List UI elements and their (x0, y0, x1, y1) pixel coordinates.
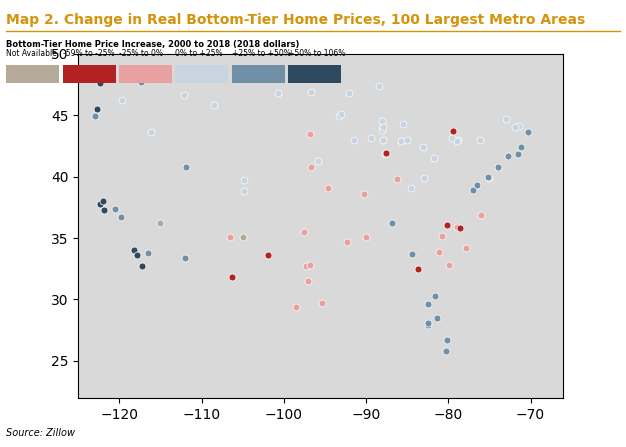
Text: Bottom-Tier Home Price Increase, 2000 to 2018 (2018 dollars): Bottom-Tier Home Price Increase, 2000 to… (6, 40, 300, 49)
Text: +25% to +50%: +25% to +50% (232, 49, 290, 58)
Text: +50% to 106%: +50% to 106% (288, 49, 346, 58)
Text: Map 2. Change in Real Bottom-Tier Home Prices, 100 Largest Metro Areas: Map 2. Change in Real Bottom-Tier Home P… (6, 13, 585, 27)
Text: -25% to 0%: -25% to 0% (119, 49, 163, 58)
Text: Source: Zillow: Source: Zillow (6, 428, 75, 438)
Text: -59% to -25%: -59% to -25% (63, 49, 114, 58)
Text: 0% to +25%: 0% to +25% (175, 49, 223, 58)
Text: Not Available: Not Available (6, 49, 57, 58)
